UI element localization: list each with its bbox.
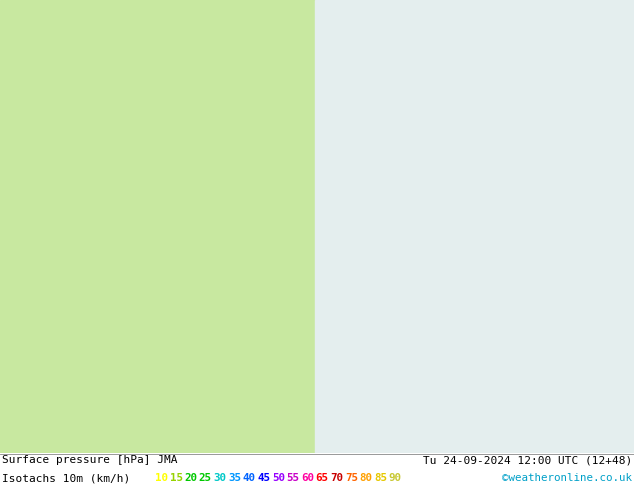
Text: 55: 55 <box>287 473 299 483</box>
Text: 25: 25 <box>199 473 212 483</box>
Text: 35: 35 <box>228 473 241 483</box>
Text: 65: 65 <box>316 473 328 483</box>
Text: 45: 45 <box>257 473 270 483</box>
Text: Tu 24-09-2024 12:00 UTC (12+48): Tu 24-09-2024 12:00 UTC (12+48) <box>423 455 632 465</box>
Text: 20: 20 <box>184 473 197 483</box>
Text: 30: 30 <box>214 473 226 483</box>
Text: 60: 60 <box>301 473 314 483</box>
Text: 40: 40 <box>243 473 256 483</box>
Text: Isotachs 10m (km/h): Isotachs 10m (km/h) <box>2 473 130 483</box>
Bar <box>0 0 315 453</box>
Text: 90: 90 <box>389 473 401 483</box>
Text: ©weatheronline.co.uk: ©weatheronline.co.uk <box>502 473 632 483</box>
Text: 75: 75 <box>345 473 358 483</box>
Text: 15: 15 <box>170 473 183 483</box>
Text: 85: 85 <box>374 473 387 483</box>
Text: 10: 10 <box>155 473 168 483</box>
Text: 50: 50 <box>272 473 285 483</box>
Text: Surface pressure [hPa] JMA: Surface pressure [hPa] JMA <box>2 455 178 465</box>
Bar <box>315 0 634 453</box>
Text: 80: 80 <box>359 473 372 483</box>
Text: 70: 70 <box>330 473 343 483</box>
